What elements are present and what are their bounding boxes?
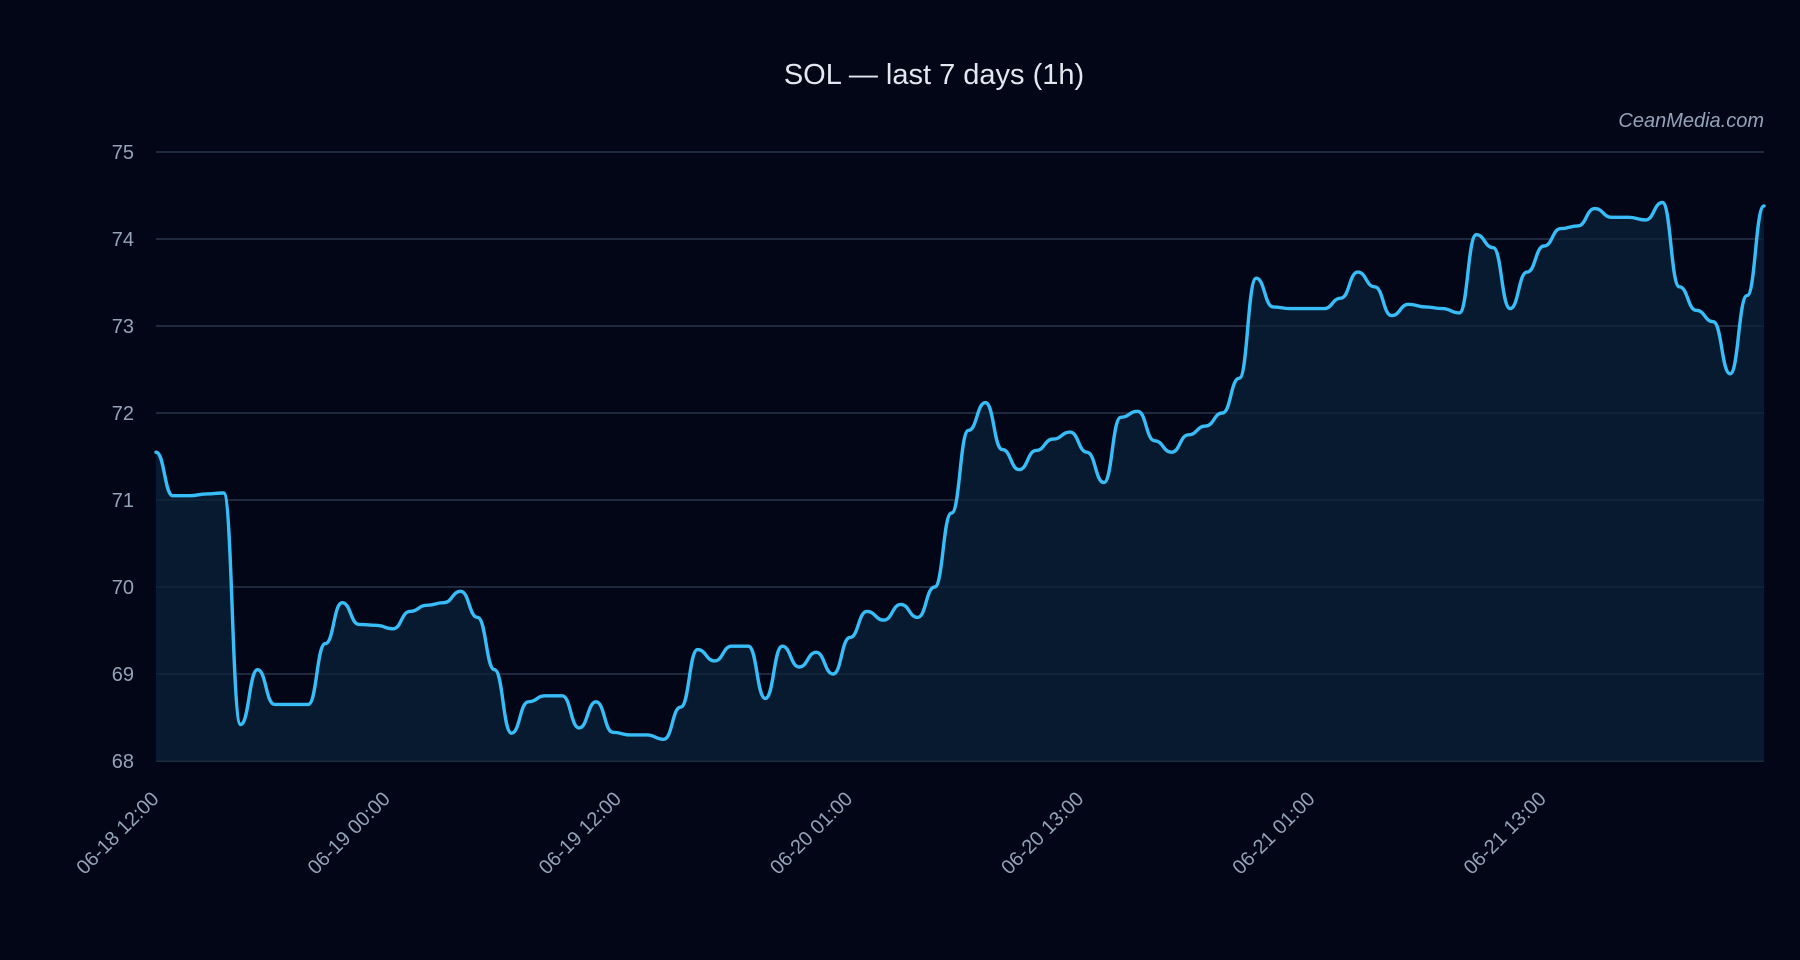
x-tick-label: 06-21 13:00 [1460,788,1551,879]
series-line [154,200,1766,741]
x-tick-label: 06-18 12:00 [72,788,163,879]
chart-title: SOL — last 7 days (1h) [784,59,1084,91]
x-axis-ticks: 06-18 12:00 06-19 00:00 06-19 12:00 06-20 0… [72,788,1550,879]
x-tick-label: 06-21 01:00 [1228,788,1319,879]
x-tick-label: 06-20 01:00 [766,788,857,879]
plot-area [154,200,1766,761]
x-tick-label: 06-19 12:00 [535,788,626,879]
y-tick-label: 72 [112,403,134,425]
y-tick-label: 75 [112,142,134,164]
y-tick-label: 73 [112,316,134,338]
y-tick-label: 71 [112,490,134,512]
y-tick-label: 69 [112,664,134,686]
y-tick-label: 74 [112,229,134,251]
y-tick-label: 68 [112,751,134,773]
x-tick-label: 06-19 00:00 [304,788,395,879]
y-tick-label: 70 [112,577,134,599]
x-tick-label: 06-20 13:00 [997,788,1088,879]
watermark: CeanMedia.com [1618,110,1764,132]
y-axis-ticks: 68 69 70 71 72 73 74 75 [112,142,134,773]
